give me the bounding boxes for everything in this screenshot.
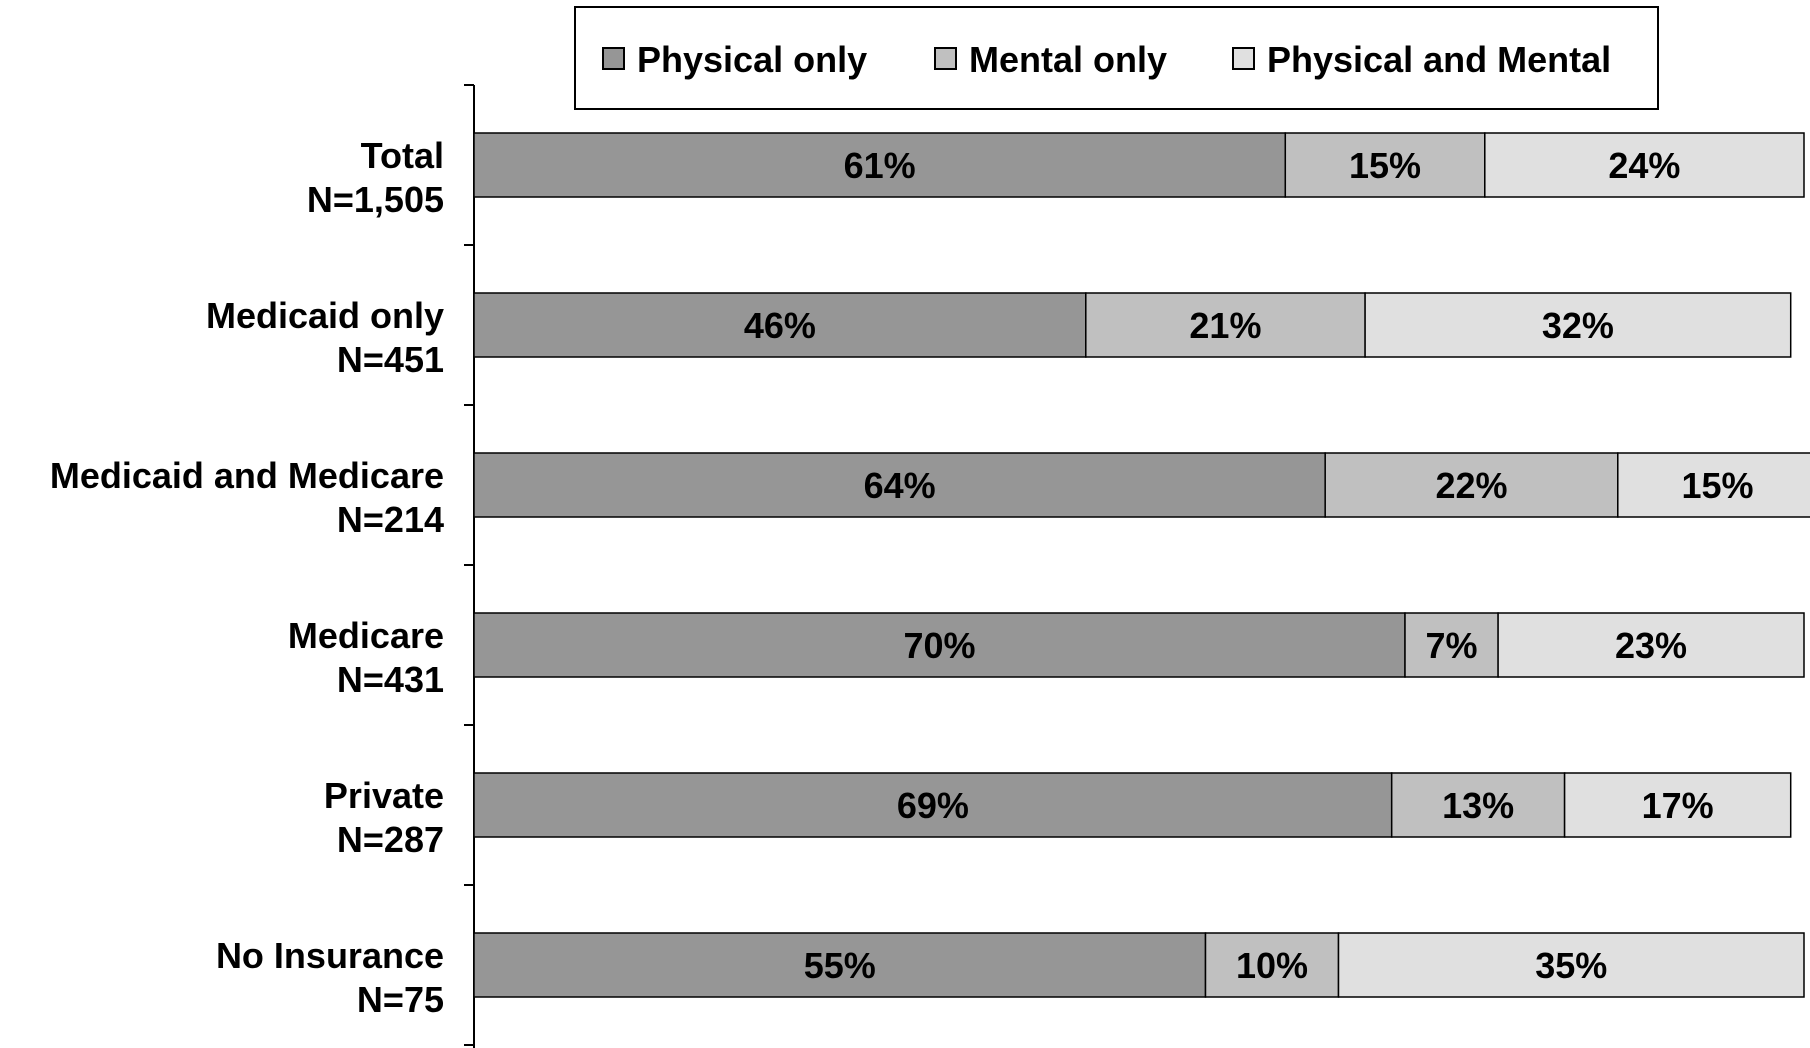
bar-row: 55% 10% 35% (473, 932, 1805, 998)
bar-segment (1497, 612, 1805, 678)
bar-segment (473, 132, 1287, 198)
data-label: 15% (1682, 465, 1754, 506)
category-n-label: N=1,505 (307, 179, 444, 220)
legend-label: Physical only (637, 39, 867, 80)
data-label: 13% (1442, 785, 1514, 826)
bar-row: 61% 15% 24% (473, 132, 1805, 198)
bar-segment (1390, 772, 1566, 838)
bar-row: 64% 22% 15% (473, 452, 1810, 518)
legend-item: Physical only (602, 39, 867, 80)
bar-row: 70% 7% 23% (473, 612, 1805, 678)
bar-segment (473, 612, 1406, 678)
category-n-label: N=287 (337, 819, 444, 860)
bars: 61% 15% 24% 46% 21% 32% 64% 22% 15% 70% 7% 23% 69% 13… (473, 132, 1810, 998)
data-label: 69% (897, 785, 969, 826)
data-label: 35% (1535, 945, 1607, 986)
bar-segment (1085, 292, 1366, 358)
data-label: 64% (864, 465, 936, 506)
legend-swatch (934, 47, 957, 70)
legend-item: Physical and Mental (1232, 39, 1611, 80)
bar-segment (473, 452, 1326, 518)
bar-segment (473, 772, 1393, 838)
category-label: Medicare (288, 615, 444, 656)
category-label: No Insurance (216, 935, 444, 976)
category-label: Total (361, 135, 444, 176)
bar-segment (1617, 452, 1810, 518)
data-label: 46% (744, 305, 816, 346)
data-label: 70% (903, 625, 975, 666)
data-label: 15% (1349, 145, 1421, 186)
category-label: Private (324, 775, 444, 816)
bar-segment (1204, 932, 1340, 998)
bar-segment (1563, 772, 1792, 838)
legend-item: Mental only (934, 39, 1167, 80)
data-label: 55% (804, 945, 876, 986)
data-label: 21% (1189, 305, 1261, 346)
bar-row: 69% 13% 17% (473, 772, 1792, 838)
data-label: 24% (1608, 145, 1680, 186)
category-axis (464, 84, 475, 1048)
bar-segment (473, 932, 1207, 998)
bar-segment (1337, 932, 1805, 998)
data-label: 7% (1426, 625, 1478, 666)
legend: Physical only Mental only Physical and Men… (574, 6, 1659, 110)
bar-segment (1404, 612, 1499, 678)
category-label: Medicaid only (206, 295, 444, 336)
bar-segment (1364, 292, 1792, 358)
bar-row: 46% 21% 32% (473, 292, 1792, 358)
bar-segment (1484, 132, 1805, 198)
legend-swatch (602, 47, 625, 70)
legend-label: Mental only (969, 39, 1167, 80)
data-label: 10% (1236, 945, 1308, 986)
data-label: 22% (1435, 465, 1507, 506)
bar-segment (1324, 452, 1619, 518)
legend-box (574, 6, 1659, 110)
category-n-label: N=431 (337, 659, 444, 700)
category-n-label: N=214 (337, 499, 444, 540)
data-label: 32% (1542, 305, 1614, 346)
data-label: 17% (1642, 785, 1714, 826)
category-n-label: N=451 (337, 339, 444, 380)
data-label: 61% (844, 145, 916, 186)
category-n-label: N=75 (357, 979, 444, 1020)
legend-swatch (1232, 47, 1255, 70)
data-label: 23% (1615, 625, 1687, 666)
category-label: Medicaid and Medicare (50, 455, 444, 496)
legend-label: Physical and Mental (1267, 39, 1611, 80)
